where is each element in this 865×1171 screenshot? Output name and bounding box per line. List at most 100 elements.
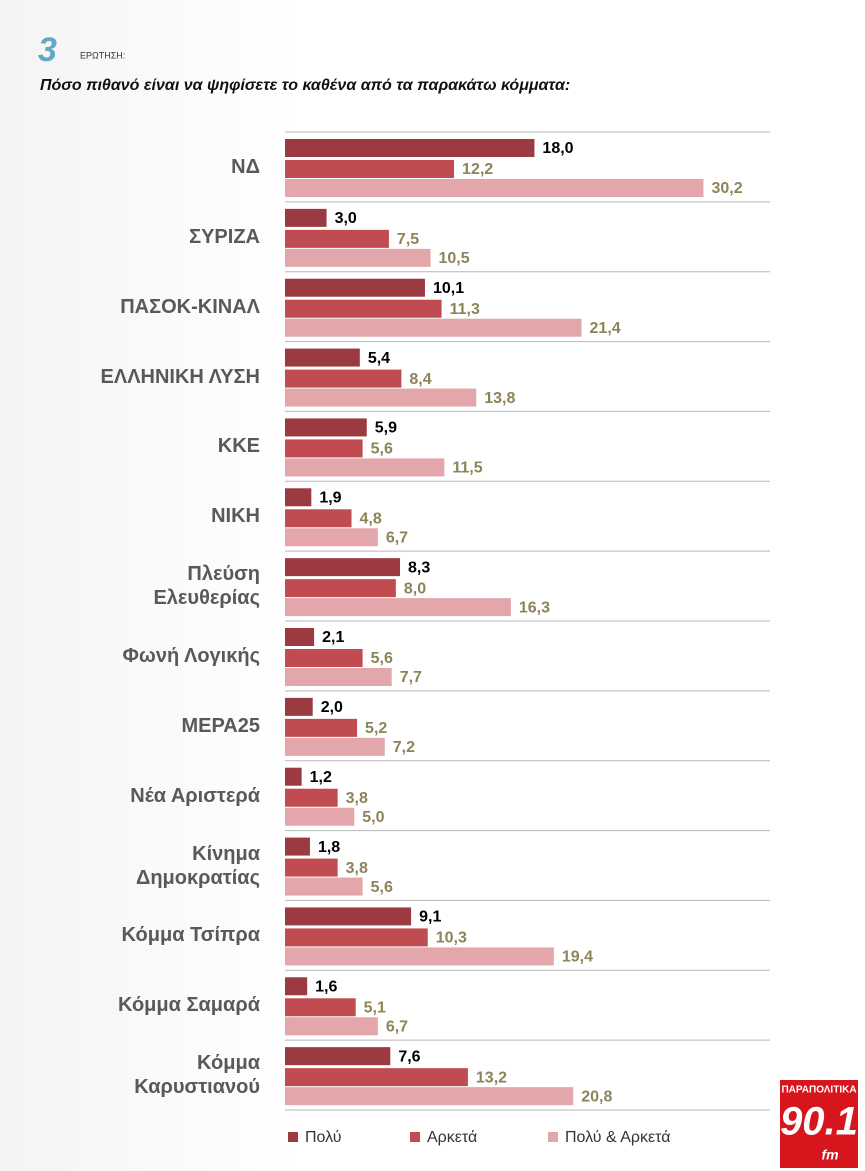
value-label: 16,3: [519, 599, 550, 616]
bar: [285, 947, 554, 966]
value-label: 8,4: [409, 371, 431, 388]
bar: [285, 788, 338, 807]
category-label: ΠΑΣΟΚ-ΚΙΝΑΛ: [120, 295, 260, 318]
value-label: 12,2: [462, 161, 493, 178]
value-label: 1,2: [310, 769, 332, 786]
value-label: 4,8: [360, 511, 382, 528]
category-label: ΕΛΛΗΝΙΚΗ ΛΥΣΗ: [100, 365, 260, 388]
category-label: Κόμμα Σαμαρά: [117, 994, 260, 1017]
value-label: 5,1: [364, 1000, 386, 1017]
bar: [285, 1087, 574, 1106]
legend-swatch: [410, 1132, 420, 1142]
bar: [285, 208, 327, 227]
bar: [285, 439, 363, 458]
value-label: 5,6: [371, 879, 393, 896]
bar: [285, 718, 358, 737]
value-label: 10,3: [436, 930, 467, 947]
value-label: 8,3: [408, 559, 430, 576]
bar: [285, 1047, 391, 1066]
value-label: 8,0: [404, 580, 426, 597]
bar: [285, 528, 378, 547]
value-label: 7,7: [400, 669, 422, 686]
bar: [285, 248, 431, 267]
value-label: 6,7: [386, 530, 408, 547]
value-label: 5,6: [371, 441, 393, 458]
category-label: ΜΕΡΑ25: [181, 714, 260, 737]
bar: [285, 229, 389, 248]
value-label: 5,2: [365, 720, 387, 737]
value-label: 7,6: [398, 1048, 420, 1065]
legend-label: Αρκετά: [427, 1129, 477, 1146]
value-label: 1,6: [315, 979, 337, 996]
category-label: Φωνή Λογικής: [122, 644, 260, 667]
value-label: 10,1: [433, 280, 464, 297]
question-label: ΕΡΩΤΗΣΗ:: [80, 50, 125, 60]
category-label: ΚΚΕ: [217, 435, 260, 458]
bar: [285, 877, 363, 896]
category-label: Νέα Αριστερά: [130, 784, 260, 807]
value-label: 20,8: [581, 1088, 612, 1105]
bar: [285, 418, 367, 437]
bar: [285, 767, 302, 786]
legend-swatch: [288, 1132, 298, 1142]
logo-unit: fm: [821, 1147, 838, 1163]
bar: [285, 928, 428, 947]
value-label: 5,0: [362, 809, 384, 826]
bar: [285, 998, 356, 1017]
bar: [285, 139, 535, 157]
value-label: 2,1: [322, 629, 344, 646]
category-label: ΣΥΡΙΖΑ: [189, 225, 260, 248]
bar: [285, 509, 352, 528]
bar: [285, 837, 310, 856]
bar: [285, 628, 315, 646]
bar: [285, 160, 455, 178]
value-label: 11,3: [450, 301, 480, 318]
bar: [285, 697, 313, 716]
bar: [285, 388, 477, 407]
bar: [285, 488, 312, 507]
value-label: 30,2: [711, 180, 742, 197]
value-label: 3,0: [335, 210, 357, 227]
value-label: 5,4: [368, 350, 390, 367]
value-label: 11,5: [452, 460, 482, 477]
logo: ΠΑΡΑΠΟΛΙΤΙΚΑ 90.1 fm: [780, 1080, 858, 1168]
bar: [285, 369, 402, 388]
bar: [285, 458, 445, 477]
value-label: 5,6: [371, 650, 393, 667]
value-label: 3,8: [346, 860, 368, 877]
bar: [285, 807, 355, 826]
chart-title: Πόσο πιθανό είναι να ψηφίσετε το καθένα …: [40, 77, 570, 94]
bar: [285, 649, 363, 667]
legend-swatch: [548, 1132, 558, 1142]
bar: [285, 1017, 378, 1036]
bar: [285, 668, 392, 686]
value-label: 7,5: [397, 231, 419, 248]
value-label: 5,9: [375, 420, 397, 437]
value-label: 18,0: [542, 140, 573, 157]
legend-label: Πολύ & Αρκετά: [565, 1129, 670, 1146]
value-label: 19,4: [562, 949, 593, 966]
value-label: 6,7: [386, 1019, 408, 1036]
logo-bg: [780, 1080, 858, 1168]
logo-name: ΠΑΡΑΠΟΛΙΤΙΚΑ: [781, 1085, 856, 1096]
bar: [285, 737, 385, 756]
logo-frequency: 90.1: [780, 1100, 858, 1144]
value-label: 7,2: [393, 739, 415, 756]
category-label: ΝΙΚΗ: [211, 505, 260, 528]
value-label: 21,4: [590, 320, 621, 337]
value-label: 2,0: [321, 699, 343, 716]
value-label: 1,8: [318, 839, 340, 856]
bar: [285, 907, 412, 926]
bar: [285, 299, 442, 318]
bar: [285, 318, 582, 337]
category-label: Πλεύση Ελευθερίας: [153, 563, 260, 610]
bar: [285, 1068, 468, 1087]
question-number: 3: [38, 31, 57, 69]
value-label: 13,2: [476, 1069, 507, 1086]
value-label: 3,8: [346, 790, 368, 807]
bar: [285, 977, 308, 996]
value-label: 1,9: [319, 490, 341, 507]
category-label: ΝΔ: [231, 155, 260, 178]
